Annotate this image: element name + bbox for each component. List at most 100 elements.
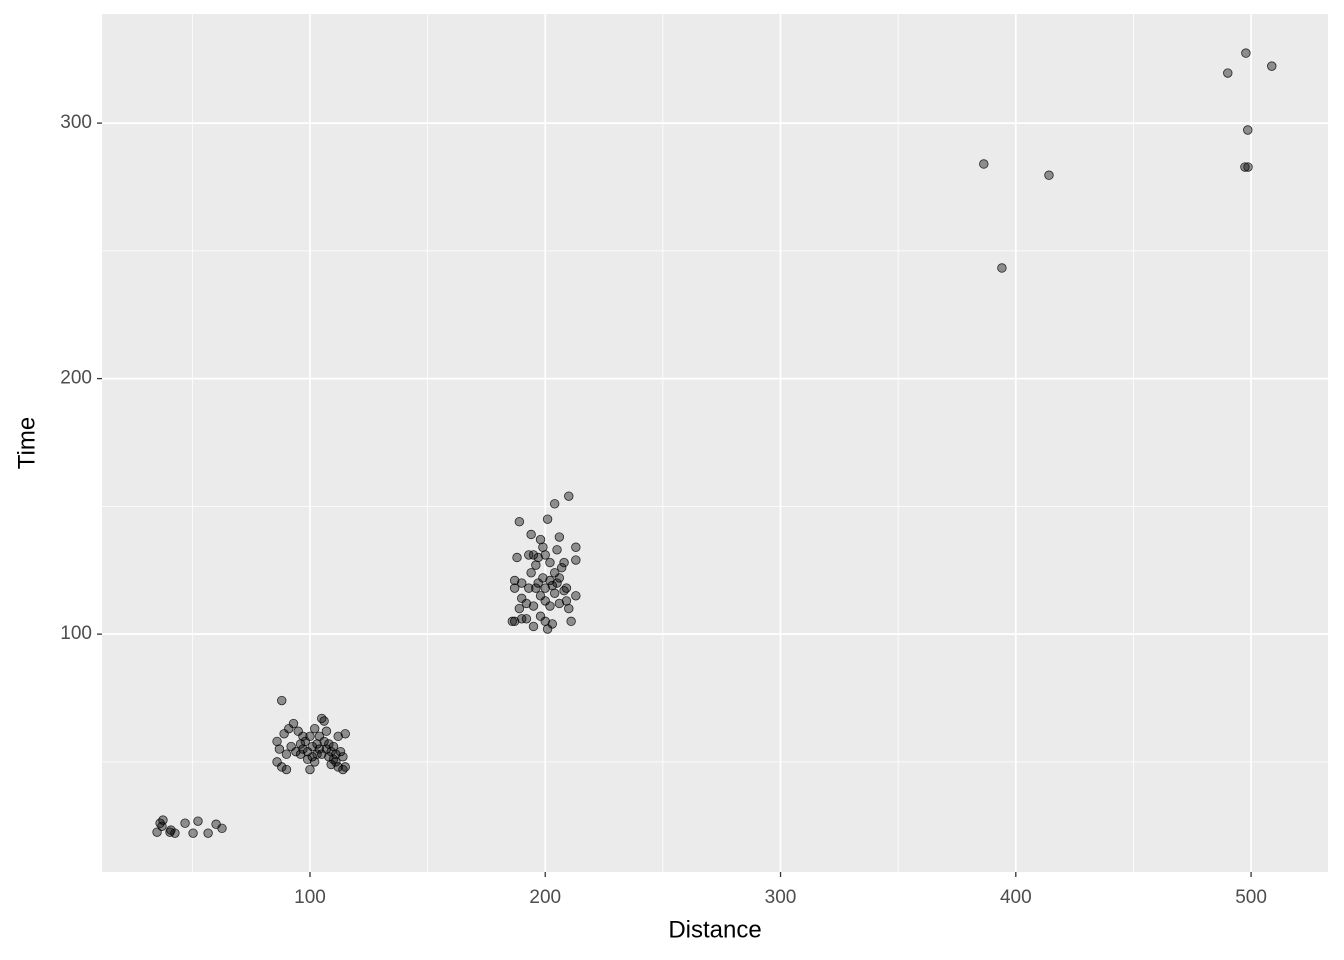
point <box>328 741 339 752</box>
point <box>291 746 301 757</box>
point <box>557 562 567 573</box>
point <box>549 499 560 509</box>
point <box>509 575 520 586</box>
point <box>1241 48 1251 58</box>
point <box>298 744 308 754</box>
point <box>531 560 541 570</box>
point <box>319 716 329 726</box>
point <box>312 749 322 759</box>
point <box>559 557 569 568</box>
x-tick-label: 100 <box>294 887 326 908</box>
point <box>526 529 536 540</box>
point <box>524 583 534 593</box>
point <box>302 746 313 757</box>
point <box>188 828 198 838</box>
point <box>561 583 572 593</box>
point <box>203 828 213 838</box>
point <box>314 744 325 754</box>
point <box>521 614 532 624</box>
point <box>333 762 343 772</box>
point <box>531 583 541 593</box>
point <box>528 550 539 560</box>
point <box>509 616 520 627</box>
point <box>549 568 560 578</box>
point <box>274 744 285 754</box>
point <box>517 614 527 624</box>
point <box>272 757 282 767</box>
point <box>284 723 294 734</box>
point <box>514 516 525 527</box>
point <box>331 749 341 759</box>
point <box>317 749 327 759</box>
x-tick-label: 500 <box>1235 887 1267 908</box>
x-tick-label: 300 <box>765 887 797 908</box>
x-axis-title: Distance <box>668 916 761 943</box>
point <box>552 545 562 555</box>
point <box>309 757 320 767</box>
point <box>157 821 167 831</box>
point <box>517 578 527 588</box>
point <box>507 616 518 627</box>
point <box>521 598 532 609</box>
point <box>338 752 348 762</box>
point <box>512 552 522 563</box>
point <box>533 552 543 563</box>
y-tick-label: 200 <box>60 368 92 389</box>
point <box>1240 162 1250 172</box>
point <box>319 736 329 747</box>
point <box>554 598 565 609</box>
point <box>295 749 306 759</box>
point <box>1044 170 1054 180</box>
point <box>554 532 565 542</box>
point <box>524 550 534 560</box>
point <box>540 616 550 627</box>
point <box>193 816 203 826</box>
point <box>526 568 536 578</box>
point <box>540 596 550 606</box>
point <box>293 726 303 736</box>
point <box>979 159 989 169</box>
point <box>1267 61 1277 71</box>
point <box>326 759 336 770</box>
point <box>286 741 296 752</box>
point <box>288 718 299 729</box>
point <box>545 575 555 586</box>
point <box>535 534 546 545</box>
point <box>335 746 346 757</box>
point <box>321 744 332 754</box>
point <box>279 729 289 739</box>
point <box>561 596 572 606</box>
point <box>528 601 539 611</box>
point <box>564 491 574 501</box>
point <box>571 591 581 601</box>
point <box>514 603 525 614</box>
point <box>305 764 315 775</box>
point <box>333 731 343 742</box>
point <box>321 726 332 736</box>
point <box>571 555 581 565</box>
point <box>538 542 548 552</box>
point <box>528 621 539 632</box>
point <box>545 557 555 568</box>
point <box>538 573 548 583</box>
point <box>1243 162 1253 172</box>
point <box>1243 125 1253 135</box>
point <box>547 619 558 629</box>
point <box>309 723 320 734</box>
point <box>566 616 576 627</box>
point <box>545 601 555 611</box>
point <box>281 749 292 759</box>
point <box>338 764 348 775</box>
point <box>312 739 322 749</box>
point <box>305 731 315 742</box>
point <box>564 603 574 614</box>
point <box>535 591 546 601</box>
panel <box>102 14 1328 872</box>
y-axis-title: Time <box>13 417 40 469</box>
point <box>180 818 190 828</box>
point <box>298 731 308 742</box>
point <box>554 573 565 583</box>
point <box>1223 68 1233 78</box>
point <box>326 746 336 757</box>
